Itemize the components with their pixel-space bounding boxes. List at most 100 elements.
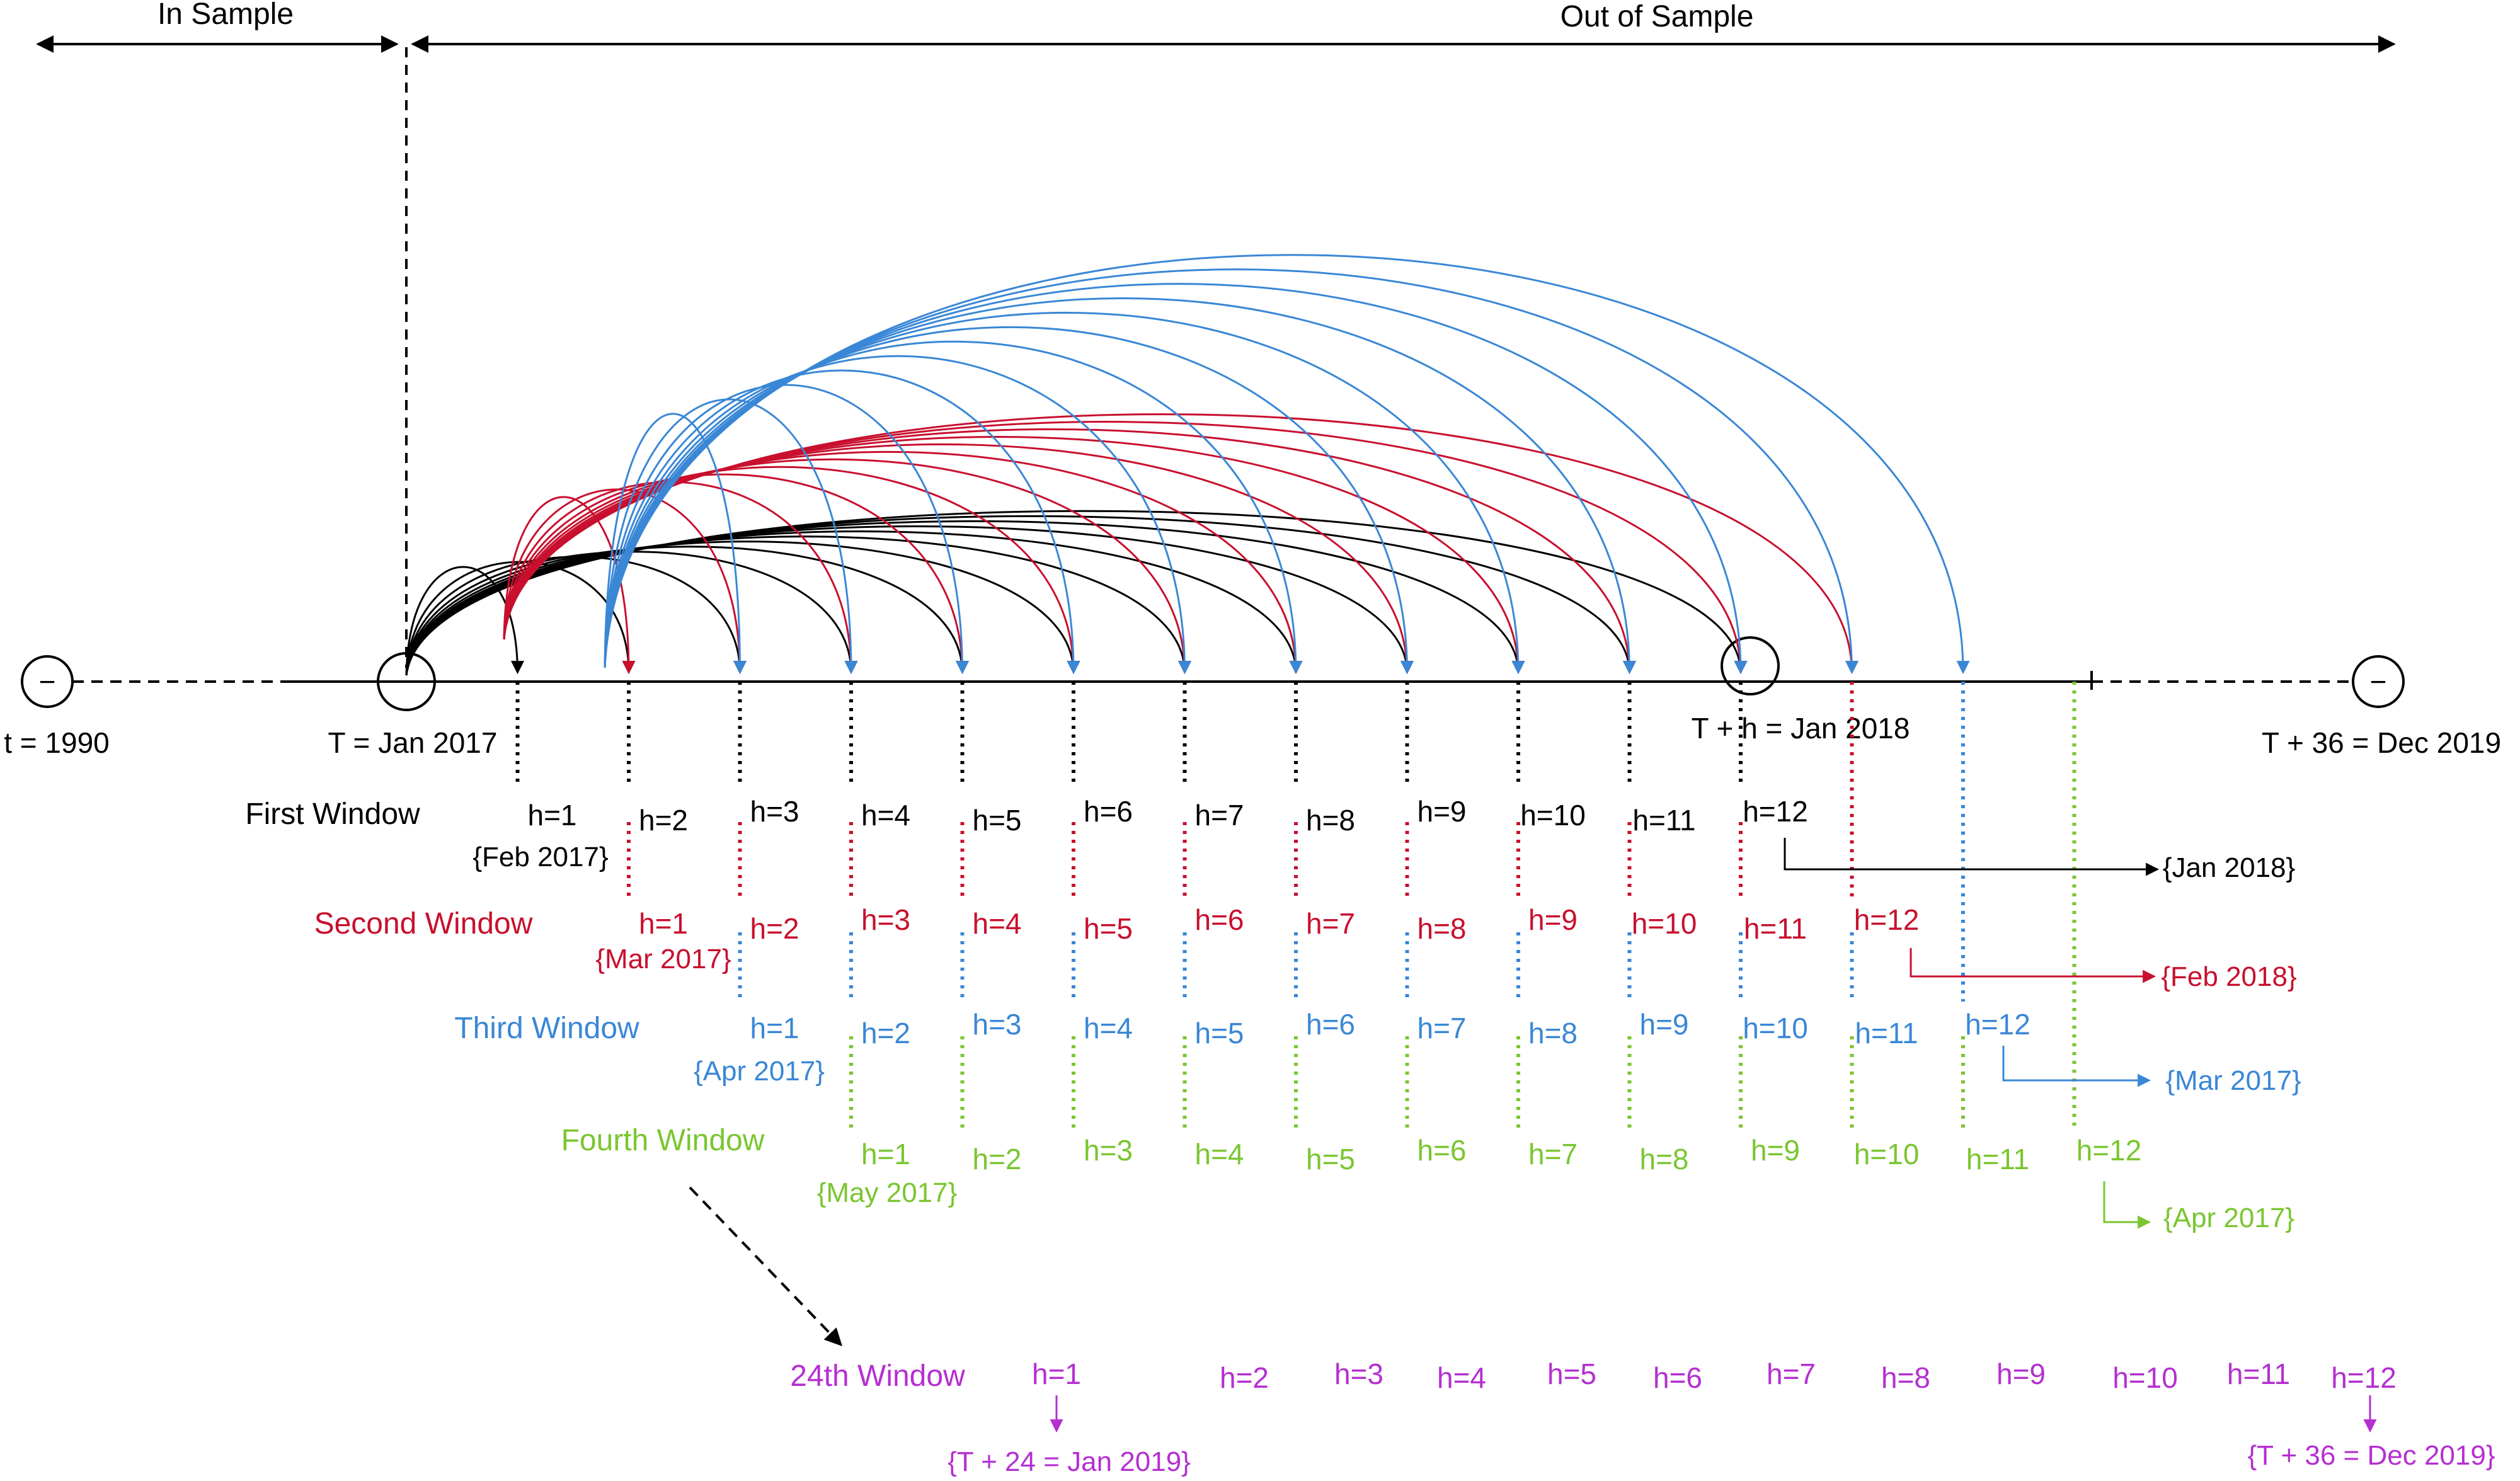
second-window-label: Second Window <box>314 907 533 941</box>
window3-h-label-9: h=9 <box>1639 1008 1688 1041</box>
forecast-arc-window2-h4 <box>503 473 969 675</box>
window1-h-label-9: h=9 <box>1417 795 1466 828</box>
forecast-arc-window1-h7 <box>405 535 1191 676</box>
window2-h-label-7: h=7 <box>1306 907 1355 940</box>
window1-h-label-5: h=5 <box>972 804 1021 837</box>
window4-h-label-1: h=1 <box>861 1138 910 1170</box>
window24-h-label-4: h=4 <box>1437 1361 1486 1394</box>
window2-h-label-11: h=11 <box>1744 912 1807 945</box>
window4-h-label-2: h=2 <box>972 1143 1021 1175</box>
window1-h-label-7: h=7 <box>1194 799 1244 832</box>
window3-h-label-2: h=2 <box>861 1017 910 1049</box>
window3-h-label-3: h=3 <box>972 1008 1021 1041</box>
window24-h-label-10: h=10 <box>2112 1361 2178 1394</box>
forecast-arc-window3-h11 <box>604 268 1858 675</box>
third-window-end-connector <box>2002 1046 2151 1087</box>
window1-h-label-12: h=12 <box>1743 795 1808 828</box>
fourth-window-end-date: {Apr 2017} <box>2163 1203 2294 1233</box>
window4-h-label-8: h=8 <box>1639 1143 1688 1175</box>
forecast-arc-window2-h5 <box>503 466 1080 675</box>
ellipsis-arrow <box>689 1186 842 1347</box>
target-circle <box>1721 636 1780 695</box>
window2-h-label-10: h=10 <box>1632 907 1697 940</box>
window4-h-label-9: h=9 <box>1751 1134 1800 1167</box>
timeline <box>21 636 2405 711</box>
window1-h-label-4: h=4 <box>861 799 910 832</box>
forecast-arc-window1-h12 <box>405 510 1748 676</box>
target-label: T + h = Jan 2018 <box>1692 712 1910 745</box>
out-of-sample-label: Out of Sample <box>1561 0 1754 33</box>
window2-h-label-1: h=1 <box>639 907 688 940</box>
forecast-arc-window2-h6 <box>503 458 1191 675</box>
fourth-window-label: Fourth Window <box>561 1124 765 1157</box>
forecast-arc-window1-h6 <box>405 540 1080 676</box>
window2-h-label-2: h=2 <box>750 912 799 945</box>
forecast-arc-window1-h1 <box>405 566 524 676</box>
first-window-start-date: {Feb 2017} <box>472 842 608 872</box>
origin-label: T = Jan 2017 <box>328 726 498 759</box>
second-window-end-date: {Feb 2018} <box>2161 961 2296 992</box>
third-window-start-date: {Apr 2017} <box>694 1056 825 1087</box>
window24-h-label-9: h=9 <box>1996 1358 2046 1390</box>
forecast-arc-window3-h4 <box>604 369 1080 675</box>
window3-h-label-1: h=1 <box>750 1012 799 1044</box>
window24-h-label-6: h=6 <box>1653 1361 1702 1394</box>
window24-h-label-1: h=1 <box>1032 1358 1081 1390</box>
window4-h-label-12: h=12 <box>2076 1134 2142 1167</box>
first-window-label: First Window <box>245 798 420 831</box>
horizon-labels: h=1 h=2 h=3 h=4 h=5 h=6 h=7 h=8 h=9 h=10 h=11 h=12 h… <box>527 795 2396 1394</box>
start-label: t = 1990 <box>4 726 110 759</box>
fourth-window-end-connector <box>2103 1181 2151 1229</box>
forecast-arc-window3-h6 <box>604 340 1303 675</box>
twenty-fourth-window-start-date: {T + 24 = Jan 2019} <box>948 1446 1191 1477</box>
forecast-arc-window3-h3 <box>604 384 969 675</box>
third-window-end-date: {Mar 2017} <box>2165 1065 2301 1096</box>
third-window-label: Third Window <box>454 1012 639 1045</box>
window2-h-label-6: h=6 <box>1194 903 1244 936</box>
origin-circle <box>377 652 436 711</box>
window1-h-label-6: h=6 <box>1084 795 1133 828</box>
window1-h-label-2: h=2 <box>639 804 688 837</box>
window1-h-label-8: h=8 <box>1306 804 1355 837</box>
window24-h-label-12: h=12 <box>2331 1361 2397 1394</box>
window1-h-label-3: h=3 <box>750 795 799 828</box>
first-window-end-date: {Jan 2018} <box>2163 852 2295 883</box>
window3-h-label-11: h=11 <box>1855 1017 1918 1049</box>
first-window-end-connector <box>1784 838 2160 876</box>
forecast-arc-window2-h10 <box>503 428 1636 675</box>
forecast-arc-window3-h12 <box>604 254 1970 675</box>
window2-h-label-9: h=9 <box>1528 903 1578 936</box>
second-window-start-date: {Mar 2017} <box>595 944 731 975</box>
window3-h-label-12: h=12 <box>1965 1008 2030 1041</box>
window24-h-label-11: h=11 <box>2227 1358 2290 1390</box>
forecast-arc-window2-h8 <box>503 443 1414 675</box>
forecast-arc-window2-h12 <box>503 413 1858 675</box>
window4-h-label-10: h=10 <box>1854 1138 1920 1170</box>
window4-h-label-4: h=4 <box>1194 1138 1244 1170</box>
forecast-arc-window3-h8 <box>604 312 1525 675</box>
window24-h-label-8: h=8 <box>1881 1361 1930 1394</box>
window4-h-label-7: h=7 <box>1528 1138 1578 1170</box>
forecast-arc-window3-h5 <box>604 355 1191 675</box>
forecast-arc-window2-h1 <box>503 496 636 675</box>
forecast-arc-window3-h7 <box>604 326 1414 675</box>
window3-h-label-5: h=5 <box>1194 1017 1244 1049</box>
window3-h-label-6: h=6 <box>1306 1008 1355 1041</box>
forecast-arc-window3-h1 <box>604 413 747 675</box>
window4-h-label-11: h=11 <box>1966 1143 2029 1175</box>
forecast-arc-window3-h2 <box>604 398 858 675</box>
window2-h-label-4: h=4 <box>972 907 1021 940</box>
window1-h-label-1: h=1 <box>527 799 576 832</box>
twenty-fourth-window-end-date: {T + 36 = Dec 2019} <box>2247 1440 2495 1471</box>
window1-h-label-10: h=10 <box>1520 799 1586 832</box>
window2-h-label-12: h=12 <box>1854 903 1920 936</box>
horizon-dropdown-lines <box>515 682 2076 1128</box>
window24-h-label-7: h=7 <box>1767 1358 1816 1390</box>
timeline-end-symbol: − <box>2370 665 2387 698</box>
fourth-window-start-date: {May 2017} <box>817 1177 958 1208</box>
window3-h-label-7: h=7 <box>1417 1012 1466 1044</box>
window3-h-label-4: h=4 <box>1084 1012 1133 1044</box>
forecast-arc-window1-h9 <box>405 525 1414 676</box>
window3-h-label-10: h=10 <box>1743 1012 1808 1044</box>
